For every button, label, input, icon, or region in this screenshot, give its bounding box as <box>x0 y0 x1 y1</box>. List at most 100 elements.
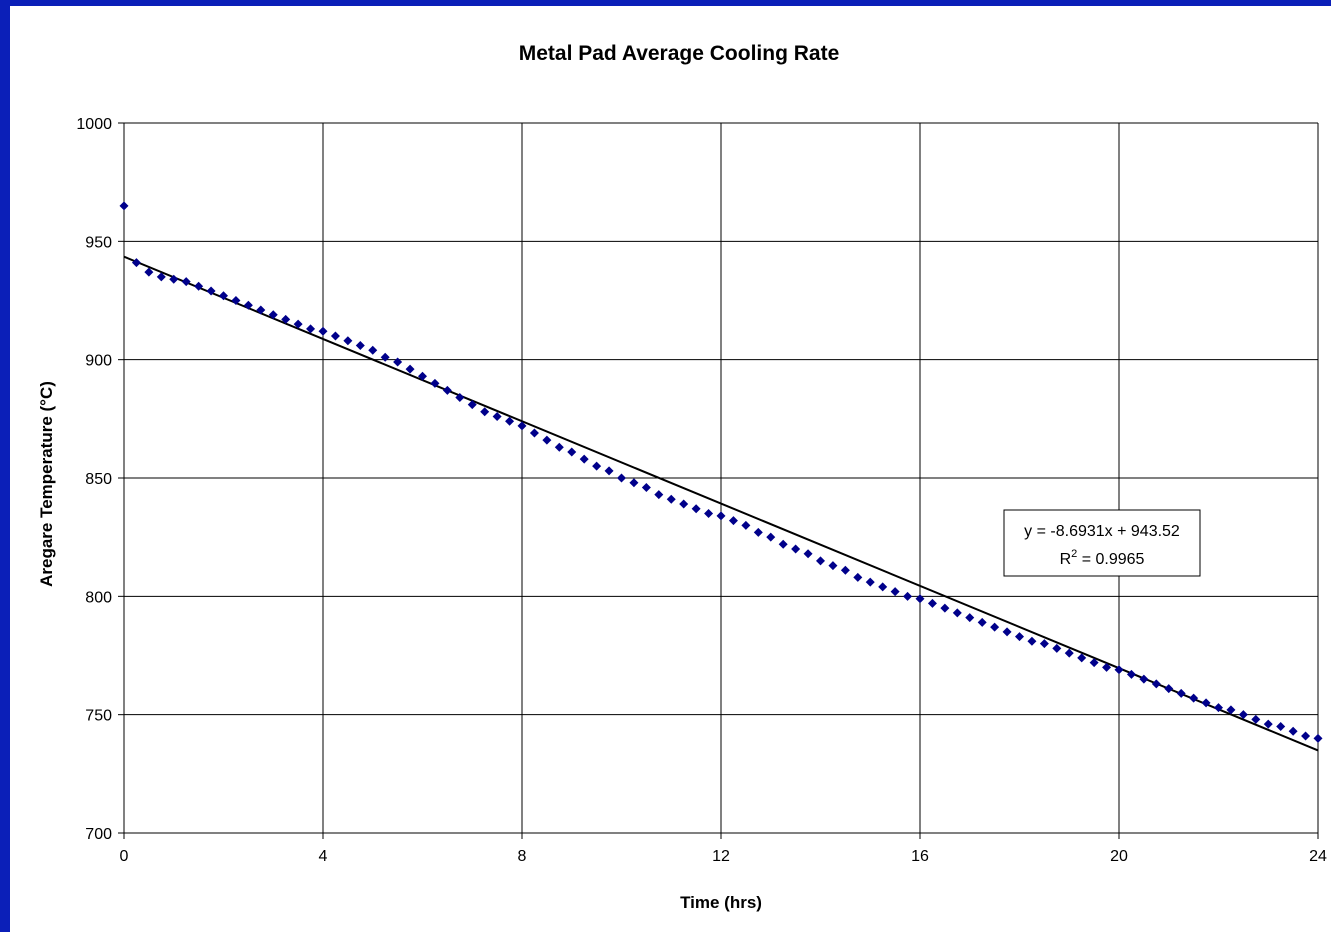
r-squared-superscript: 2 <box>1071 548 1077 560</box>
x-tick-label: 24 <box>1309 848 1327 865</box>
data-point <box>728 516 738 526</box>
data-point <box>1276 722 1286 731</box>
y-axis-title: Aregare Temperature (°C) <box>37 381 56 587</box>
regression-equation: y = -8.6931x + 943.52 <box>1024 523 1180 540</box>
data-point <box>380 352 390 362</box>
regression-equation-box: y = -8.6931x + 943.52 R2 = 0.9965 <box>1003 509 1201 577</box>
r-squared-prefix: R <box>1060 551 1072 568</box>
data-point <box>629 478 639 488</box>
data-point <box>119 201 129 211</box>
data-point <box>1164 684 1174 694</box>
x-tick-label: 16 <box>911 848 929 865</box>
data-point <box>927 598 937 608</box>
data-point <box>1288 726 1298 736</box>
data-point <box>1214 703 1223 713</box>
y-axis-ticks: 700 750 800 850 900 950 1000 <box>76 116 124 843</box>
data-point <box>318 326 328 336</box>
data-point <box>1313 733 1323 743</box>
data-point <box>455 393 465 403</box>
data-point <box>243 300 253 310</box>
data-point <box>554 442 564 452</box>
data-point <box>617 473 626 483</box>
data-point <box>1064 648 1074 658</box>
data-point <box>766 532 776 542</box>
x-tick-label: 20 <box>1110 848 1128 865</box>
y-tick-label: 1000 <box>76 116 112 133</box>
data-point <box>840 565 850 575</box>
data-point <box>990 622 1000 632</box>
data-point <box>1189 693 1199 703</box>
data-point <box>219 291 228 301</box>
data-point <box>430 378 440 388</box>
data-point <box>816 556 825 566</box>
data-point <box>1139 674 1149 684</box>
y-tick-label: 900 <box>85 353 112 370</box>
data-point <box>753 527 763 537</box>
data-point <box>977 617 987 627</box>
data-point <box>592 461 602 471</box>
data-point <box>1251 714 1261 724</box>
data-point <box>1102 662 1112 672</box>
x-tick-label: 0 <box>120 848 129 865</box>
data-point <box>1301 731 1311 741</box>
data-point <box>131 258 141 268</box>
data-point <box>144 267 154 277</box>
data-point <box>1126 669 1136 679</box>
data-point <box>741 520 751 530</box>
data-point <box>1077 653 1087 663</box>
x-axis-ticks: 0 4 8 12 16 20 24 <box>120 833 1327 865</box>
x-axis-title: Time (hrs) <box>680 893 762 912</box>
data-point <box>666 494 676 504</box>
scatter-chart: Metal Pad Average Cooling Rate 700750800… <box>37 42 1327 912</box>
data-point <box>567 447 577 457</box>
chart-title: Metal Pad Average Cooling Rate <box>519 42 840 65</box>
data-point <box>169 274 179 284</box>
data-point <box>654 490 664 500</box>
data-point <box>418 371 427 381</box>
data-point <box>778 539 788 549</box>
data-point <box>828 561 838 571</box>
data-point <box>1238 710 1248 720</box>
data-point <box>1263 719 1273 729</box>
data-point <box>480 407 490 417</box>
data-point <box>194 281 204 291</box>
data-point <box>293 319 303 329</box>
data-point <box>1201 698 1211 708</box>
data-point <box>604 466 614 476</box>
data-point <box>542 435 552 445</box>
data-point <box>368 345 378 355</box>
data-point <box>343 336 353 346</box>
data-point <box>878 582 888 592</box>
r-squared-label: R2 = 0.9965 <box>1060 548 1145 568</box>
data-point <box>467 400 477 410</box>
data-point <box>691 504 701 514</box>
x-tick-label: 8 <box>518 848 527 865</box>
data-point <box>679 499 689 509</box>
data-point <box>952 608 962 618</box>
data-point <box>965 613 975 623</box>
data-point <box>915 594 925 604</box>
data-point <box>1039 639 1049 649</box>
y-tick-label: 800 <box>85 589 112 606</box>
data-point <box>1089 658 1099 668</box>
data-point <box>716 511 726 521</box>
x-tick-label: 12 <box>712 848 730 865</box>
data-point <box>1015 632 1024 642</box>
data-point <box>505 416 515 426</box>
data-point <box>206 286 216 296</box>
data-point <box>791 544 801 554</box>
data-point <box>355 340 365 350</box>
data-point <box>256 305 266 315</box>
data-point <box>281 314 291 324</box>
r-squared-value: = 0.9965 <box>1077 551 1144 568</box>
data-point <box>1027 636 1037 646</box>
data-point <box>393 357 403 367</box>
data-point <box>1114 665 1124 675</box>
y-tick-label: 950 <box>85 234 112 251</box>
data-point <box>1176 688 1186 698</box>
y-tick-label: 850 <box>85 471 112 488</box>
data-point <box>890 587 900 597</box>
gridlines <box>123 122 1319 834</box>
data-point <box>940 603 950 613</box>
